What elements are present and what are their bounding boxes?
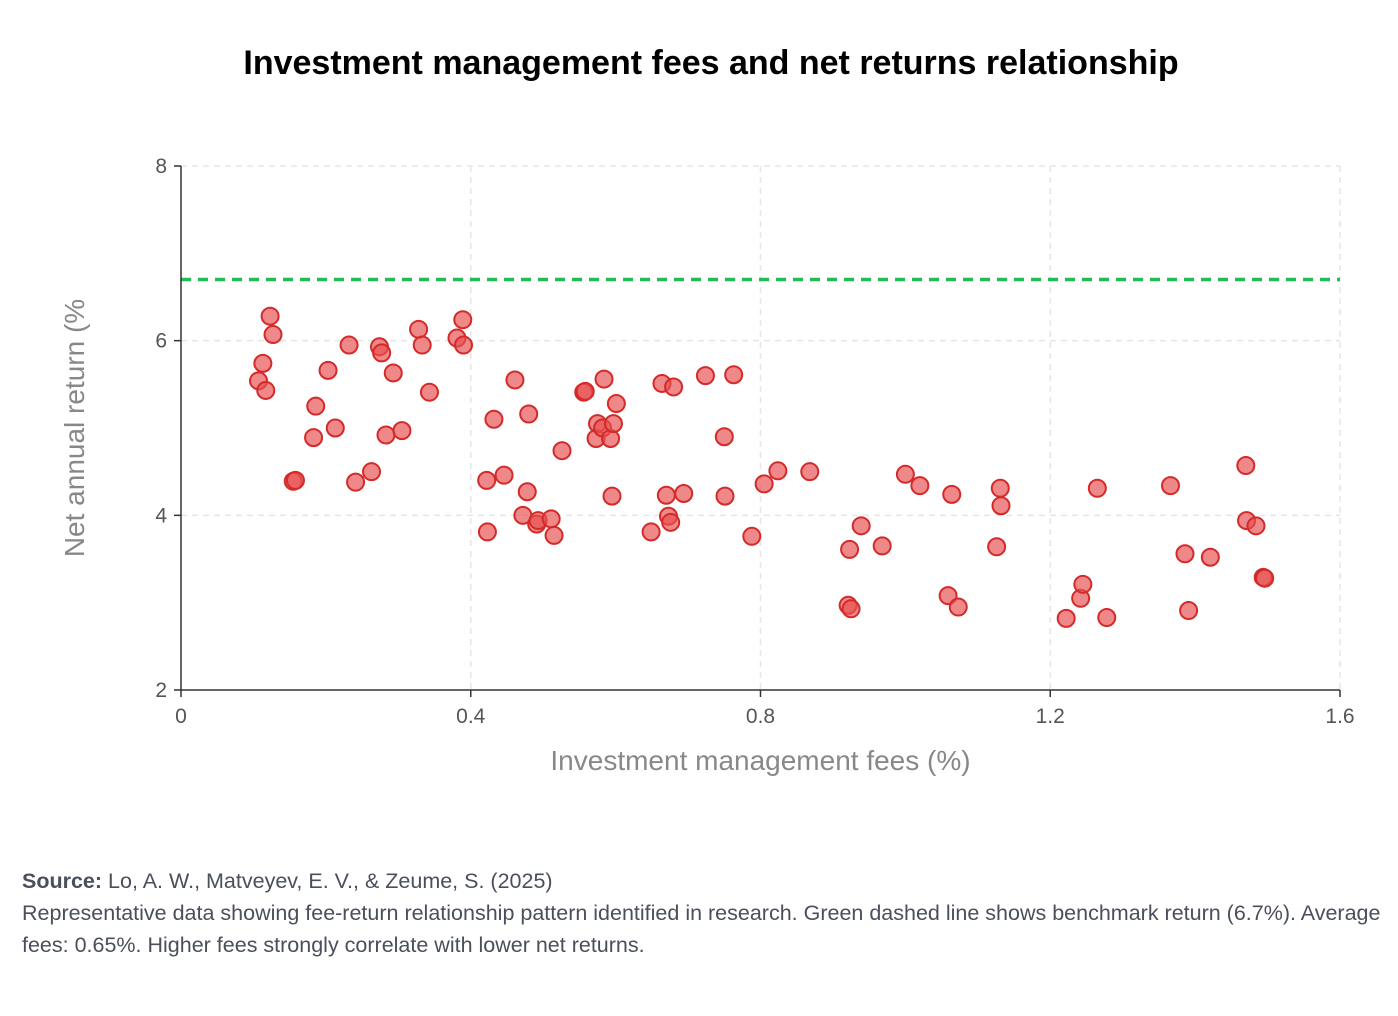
data-point — [517, 482, 537, 502]
data-point — [872, 536, 892, 556]
caption-note: Representative data showing fee-return r… — [22, 901, 1381, 957]
data-point — [372, 343, 392, 363]
data-point — [602, 486, 622, 506]
data-point — [695, 366, 715, 386]
data-point — [376, 425, 396, 445]
data-point — [840, 539, 860, 559]
data-point — [383, 363, 403, 383]
data-point — [412, 335, 432, 355]
data-point — [1246, 516, 1266, 536]
x-tick-label: 1.2 — [1036, 705, 1065, 728]
x-tick-label: 1.6 — [1325, 705, 1354, 728]
data-point — [552, 441, 572, 461]
y-tick-label: 4 — [155, 504, 167, 527]
data-point — [641, 522, 661, 542]
data-point — [477, 522, 497, 542]
data-point — [942, 484, 962, 504]
data-point — [1160, 476, 1180, 496]
data-point — [1255, 568, 1275, 588]
data-point — [285, 470, 305, 490]
data-point — [603, 414, 623, 434]
chart-caption: Source: Lo, A. W., Matveyev, E. V., & Ze… — [22, 865, 1382, 961]
data-point — [541, 509, 561, 529]
data-point — [674, 484, 694, 503]
x-tick-label: 0.8 — [746, 705, 775, 728]
data-point — [910, 476, 930, 496]
data-point — [841, 599, 861, 619]
data-point — [742, 526, 762, 546]
data-point — [987, 537, 1007, 557]
data-point — [851, 516, 871, 536]
data-point — [715, 486, 735, 506]
data-point — [362, 462, 382, 482]
data-point — [990, 478, 1010, 498]
data-point — [1200, 547, 1220, 567]
data-point — [606, 394, 626, 414]
data-point — [800, 462, 820, 482]
data-point — [256, 380, 276, 400]
y-tick-label: 8 — [155, 155, 167, 178]
chart-title: Investment management fees and net retur… — [243, 44, 1179, 82]
data-point — [253, 353, 273, 373]
x-axis-title: Investment management fees (%) — [550, 745, 970, 776]
data-point — [1175, 544, 1195, 564]
data-point — [1087, 478, 1107, 498]
data-point — [714, 427, 734, 447]
data-point — [1179, 601, 1199, 621]
data-point — [505, 370, 525, 390]
data-point — [409, 319, 429, 339]
data-point — [318, 360, 338, 380]
data-point — [263, 325, 283, 345]
data-point — [1236, 456, 1256, 476]
data-point — [484, 409, 504, 429]
data-point — [1073, 574, 1093, 594]
data-point — [754, 474, 774, 494]
data-point — [768, 461, 788, 481]
data-point — [346, 472, 366, 492]
data-point — [1056, 608, 1076, 628]
data-point — [392, 421, 412, 441]
data-point — [519, 404, 539, 424]
data-point — [454, 335, 474, 355]
x-tick-label: 0.4 — [456, 705, 486, 728]
data-point — [656, 485, 676, 505]
data-point — [724, 365, 744, 385]
data-point — [664, 377, 684, 397]
data-point — [453, 310, 473, 330]
source-label: Source: — [22, 869, 103, 893]
data-point — [575, 381, 595, 401]
data-point — [339, 335, 359, 355]
grid-layer — [181, 165, 1341, 690]
source-citation: Lo, A. W., Matveyev, E. V., & Zeume, S. … — [102, 869, 553, 893]
y-tick-label: 2 — [155, 679, 167, 702]
data-point — [325, 418, 345, 438]
source-line: Source: Lo, A. W., Matveyev, E. V., & Ze… — [22, 865, 1382, 897]
y-tick-label: 6 — [155, 330, 167, 353]
data-point — [260, 306, 280, 326]
y-axis-title: Net annual return (% — [59, 299, 90, 557]
data-point — [304, 428, 324, 448]
x-tick-label: 0 — [175, 705, 187, 728]
data-point — [661, 512, 681, 532]
data-point — [948, 597, 968, 617]
data-point — [306, 396, 326, 416]
axis-layer: 0 0.4 0.8 1.2 1.6 2 4 6 8 — [155, 155, 1354, 728]
points-layer — [249, 306, 1275, 628]
data-point — [419, 382, 439, 402]
data-point — [1097, 608, 1117, 628]
data-point — [895, 464, 915, 484]
data-point — [477, 470, 497, 490]
data-point — [991, 496, 1011, 516]
data-point — [594, 369, 614, 389]
data-point — [544, 525, 564, 545]
data-point — [494, 465, 514, 485]
